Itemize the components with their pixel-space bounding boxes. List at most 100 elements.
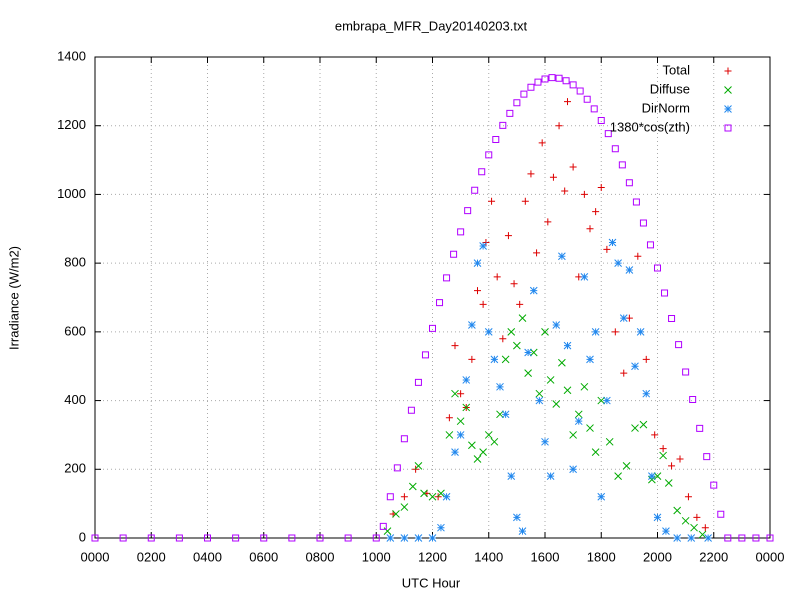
x-tick-label: 1200 <box>418 549 447 564</box>
y-tick-label: 600 <box>64 323 86 338</box>
point <box>450 250 458 258</box>
point <box>552 400 561 408</box>
point <box>513 341 521 350</box>
point <box>752 534 760 542</box>
point <box>507 328 516 336</box>
point <box>485 151 493 159</box>
point <box>414 461 423 470</box>
point <box>529 348 538 357</box>
point <box>383 527 392 535</box>
point <box>437 523 445 532</box>
point <box>676 455 684 463</box>
legend-label: 1380*cos(zth) <box>610 119 690 134</box>
y-tick-label: 0 <box>79 529 86 544</box>
x-tick-label: 2000 <box>643 549 672 564</box>
point <box>592 208 600 216</box>
point <box>622 461 631 470</box>
point <box>580 273 589 281</box>
point <box>625 266 634 274</box>
point <box>668 314 676 322</box>
point <box>653 513 662 522</box>
x-tick-label: 0000 <box>81 549 110 564</box>
point <box>703 453 711 461</box>
point <box>576 87 584 95</box>
point <box>468 441 476 450</box>
point <box>693 513 701 521</box>
point <box>646 241 654 249</box>
point <box>479 300 487 308</box>
point <box>619 314 628 322</box>
y-tick-label: 800 <box>64 255 86 270</box>
point <box>569 431 577 439</box>
point <box>474 287 481 295</box>
point <box>634 252 642 260</box>
x-tick-label: 0200 <box>137 549 166 564</box>
point <box>541 328 549 336</box>
point <box>468 321 476 329</box>
point <box>468 355 476 363</box>
point <box>451 389 459 398</box>
point <box>499 335 507 343</box>
point <box>687 534 696 542</box>
point <box>393 464 401 472</box>
point <box>586 355 594 364</box>
point <box>445 414 453 422</box>
point <box>501 410 510 419</box>
point <box>535 396 544 405</box>
point <box>456 431 465 439</box>
point <box>445 431 454 439</box>
point <box>493 273 501 281</box>
point <box>675 341 683 349</box>
point <box>661 289 669 297</box>
point <box>527 83 535 91</box>
point <box>501 355 510 364</box>
legend-marker <box>724 67 732 75</box>
legend-label: DirNorm <box>642 100 690 115</box>
point <box>260 534 268 542</box>
point <box>642 389 651 398</box>
point <box>653 472 662 481</box>
point <box>451 448 459 456</box>
point <box>766 534 774 542</box>
point <box>631 362 639 371</box>
point <box>462 376 471 384</box>
point <box>563 386 572 395</box>
point <box>442 492 451 501</box>
y-tick-label: 1000 <box>57 186 86 201</box>
point <box>428 492 437 501</box>
point <box>535 389 544 398</box>
point <box>420 489 428 498</box>
point <box>407 406 415 414</box>
point <box>651 431 659 439</box>
point <box>555 122 563 130</box>
point <box>591 328 600 336</box>
point <box>696 424 704 432</box>
point <box>386 534 395 542</box>
x-axis-label: UTC Hour <box>402 575 461 590</box>
point <box>562 77 570 85</box>
point <box>605 437 614 446</box>
x-tick-label: 0400 <box>193 549 222 564</box>
point <box>625 179 633 187</box>
point <box>546 376 555 384</box>
x-tick-label: 1600 <box>531 549 560 564</box>
point <box>504 232 512 240</box>
point <box>379 522 387 530</box>
point <box>533 249 541 257</box>
point <box>484 431 493 439</box>
point <box>673 506 682 515</box>
point <box>524 369 532 377</box>
point <box>490 437 499 446</box>
point <box>471 186 479 194</box>
point <box>563 341 572 350</box>
point <box>724 534 732 542</box>
point <box>558 252 566 261</box>
point <box>603 245 611 253</box>
point <box>429 324 436 332</box>
point <box>546 472 555 481</box>
point <box>400 503 409 511</box>
point <box>659 451 667 460</box>
point <box>119 534 127 542</box>
point <box>620 369 628 377</box>
legend-label: Total <box>663 62 691 77</box>
